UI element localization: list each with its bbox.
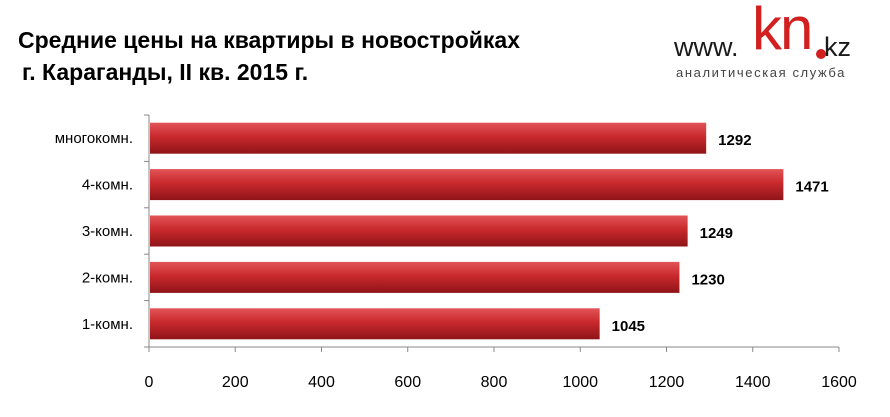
bar <box>150 308 600 340</box>
x-tick-label: 1000 <box>562 374 598 391</box>
chart-title: Средние цены на квартиры в новостройках … <box>18 24 520 88</box>
x-tick-label: 600 <box>394 374 421 391</box>
category-label: 3-комн. <box>82 223 133 240</box>
x-tick-label: 0 <box>145 374 154 391</box>
bar <box>150 215 688 247</box>
x-tick-label: 800 <box>481 374 508 391</box>
x-tick-label: 1200 <box>649 374 685 391</box>
data-label: 1249 <box>700 225 733 242</box>
x-tick-label: 1600 <box>821 374 857 391</box>
kn-kz-logo: www. kn kz аналитическая служба <box>674 0 874 82</box>
data-label: 1292 <box>718 132 751 149</box>
logo-kn: kn <box>752 0 813 62</box>
bar <box>150 169 784 201</box>
data-label: 1045 <box>612 318 645 335</box>
x-tick-label: 400 <box>308 374 335 391</box>
x-tick-label: 1400 <box>735 374 771 391</box>
bar <box>150 122 707 154</box>
category-label: многокомн. <box>55 130 133 147</box>
logo-subtitle: аналитическая служба <box>676 65 847 80</box>
category-label: 2-комн. <box>82 269 133 286</box>
chart-title-line-2: г. Караганды, II кв. 2015 г. <box>22 59 309 85</box>
x-tick-label: 200 <box>222 374 249 391</box>
logo-www: www. <box>674 32 739 62</box>
logo-kz: kz <box>824 32 851 62</box>
chart-title-line-1: Средние цены на квартиры в новостройках <box>18 27 521 53</box>
data-label: 1471 <box>795 179 828 196</box>
data-label: 1230 <box>691 271 724 288</box>
category-label: 4-комн. <box>82 177 133 194</box>
category-label: 1-комн. <box>82 316 133 333</box>
bar <box>150 261 680 293</box>
logo-dot-icon <box>816 49 826 59</box>
plot-area: 0 200 400 600 800 1000 1200 1400 1600 многокомн. 1… <box>55 114 857 391</box>
